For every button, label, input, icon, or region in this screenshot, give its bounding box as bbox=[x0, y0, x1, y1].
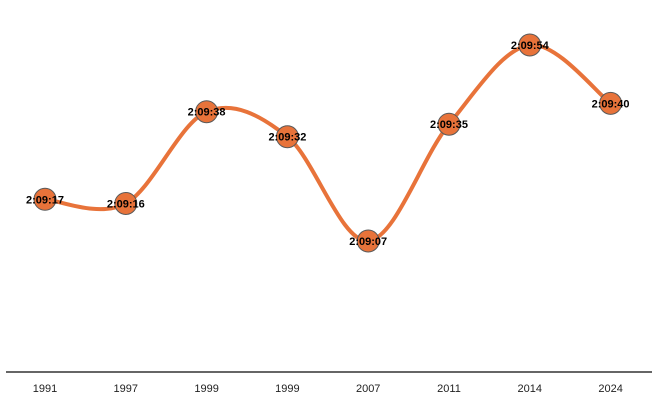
data-point-marker bbox=[356, 229, 380, 253]
x-tick-label: 2024 bbox=[598, 383, 622, 395]
data-label: 2:09:40 bbox=[592, 98, 630, 110]
data-point-marker bbox=[33, 187, 57, 211]
x-tick-label: 1999 bbox=[275, 383, 299, 395]
data-labels-group: 2:09:17 2:09:16 2:09:38 2:09:32 2:09:07 2:09:… bbox=[26, 40, 630, 248]
data-label: 2:09:38 bbox=[188, 107, 226, 119]
data-point-marker bbox=[114, 191, 138, 215]
data-label: 2:09:07 bbox=[349, 236, 387, 248]
x-tick-label: 2014 bbox=[518, 383, 542, 395]
data-point-marker bbox=[437, 112, 461, 136]
data-label: 2:09:16 bbox=[107, 198, 145, 210]
data-label: 2:09:35 bbox=[430, 119, 468, 131]
x-tick-labels-group: 1991 1997 1999 1999 2007 2011 2014 2024 bbox=[33, 383, 623, 395]
data-label: 2:09:32 bbox=[268, 132, 306, 144]
markers-group bbox=[33, 33, 623, 253]
x-tick-label: 1997 bbox=[114, 383, 138, 395]
data-point-marker bbox=[518, 33, 542, 57]
x-tick-label: 2007 bbox=[356, 383, 380, 395]
data-label: 2:09:17 bbox=[26, 194, 64, 206]
data-point-marker bbox=[275, 125, 299, 149]
x-tick-label: 1991 bbox=[33, 383, 57, 395]
x-tick-label: 2011 bbox=[437, 383, 461, 395]
data-label: 2:09:54 bbox=[511, 40, 550, 52]
x-tick-label: 1999 bbox=[194, 383, 218, 395]
series-line bbox=[43, 42, 613, 244]
data-point-marker bbox=[195, 100, 219, 124]
data-point-marker bbox=[599, 91, 623, 115]
